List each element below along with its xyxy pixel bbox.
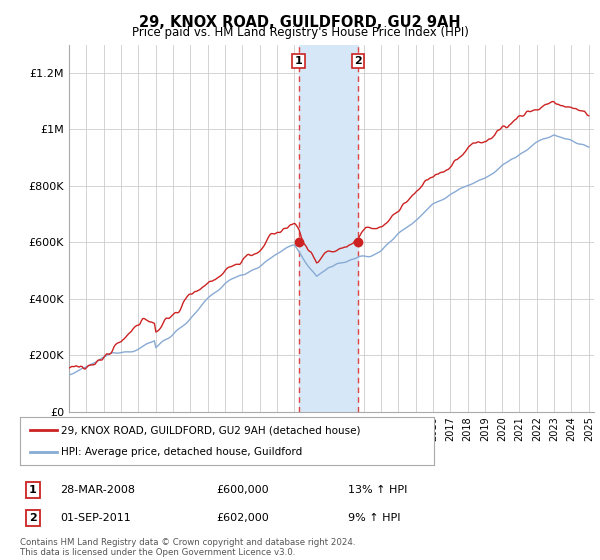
Text: 01-SEP-2011: 01-SEP-2011 bbox=[60, 513, 131, 523]
Text: 2: 2 bbox=[29, 513, 37, 523]
Text: 28-MAR-2008: 28-MAR-2008 bbox=[60, 485, 135, 495]
Text: 1: 1 bbox=[295, 56, 302, 66]
Text: 1: 1 bbox=[29, 485, 37, 495]
Text: 29, KNOX ROAD, GUILDFORD, GU2 9AH (detached house): 29, KNOX ROAD, GUILDFORD, GU2 9AH (detac… bbox=[61, 425, 361, 435]
Bar bbox=[299, 45, 358, 412]
Text: 9% ↑ HPI: 9% ↑ HPI bbox=[348, 513, 401, 523]
Text: £602,000: £602,000 bbox=[216, 513, 269, 523]
Text: HPI: Average price, detached house, Guildford: HPI: Average price, detached house, Guil… bbox=[61, 447, 302, 457]
Text: £600,000: £600,000 bbox=[216, 485, 269, 495]
Text: Price paid vs. HM Land Registry's House Price Index (HPI): Price paid vs. HM Land Registry's House … bbox=[131, 26, 469, 39]
Text: Contains HM Land Registry data © Crown copyright and database right 2024.
This d: Contains HM Land Registry data © Crown c… bbox=[20, 538, 355, 557]
Text: 2: 2 bbox=[354, 56, 362, 66]
Text: 29, KNOX ROAD, GUILDFORD, GU2 9AH: 29, KNOX ROAD, GUILDFORD, GU2 9AH bbox=[139, 15, 461, 30]
Text: 13% ↑ HPI: 13% ↑ HPI bbox=[348, 485, 407, 495]
